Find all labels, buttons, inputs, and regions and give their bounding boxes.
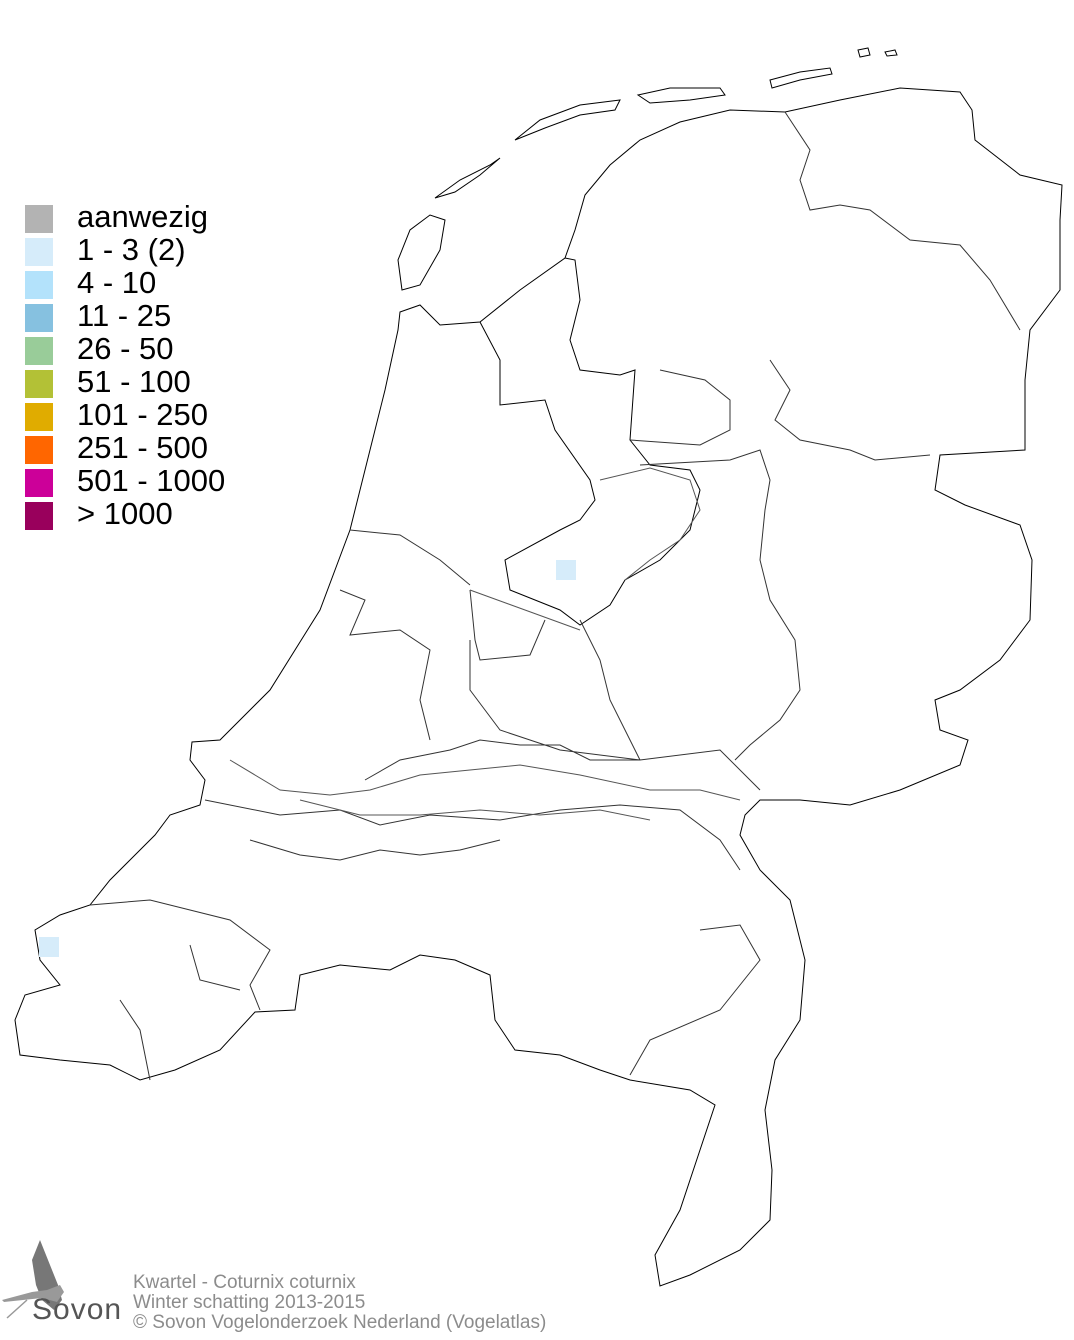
rivers [229,467,741,821]
legend-label: > 1000 [77,496,173,531]
legend-label: 26 - 50 [77,331,174,366]
island-ameland [636,87,726,104]
island-vlieland [434,157,501,199]
legend-label: 1 - 3 (2) [77,232,186,267]
legend-swatch [25,271,53,299]
legend-swatch [25,436,53,464]
observation-cell [39,937,59,957]
copyright: © Sovon Vogelonderzoek Nederland (Vogela… [133,1312,547,1333]
legend-swatch [25,370,53,398]
species-name: Kwartel - Coturnix coturnix [133,1272,356,1293]
legend-swatch [25,469,53,497]
province-borders [89,111,1021,1081]
swallow-logo-icon [2,1240,64,1319]
island-schiermonnikoog [769,67,833,89]
map-credits: Kwartel - Coturnix coturnix Winter schat… [133,1273,546,1333]
legend-swatch [25,238,53,266]
map-borders [14,47,1063,1287]
legend-label: 51 - 100 [77,364,191,399]
island-texel [397,214,446,291]
legend-swatch [25,403,53,431]
islands-east [857,47,898,58]
legend-label: 101 - 250 [77,397,208,432]
legend-swatch [25,337,53,365]
legend-label: 4 - 10 [77,265,157,300]
ijsselmeer-shore [479,257,701,626]
legend-label: 251 - 500 [77,430,208,465]
survey-period: Winter schatting 2013-2015 [133,1292,366,1313]
legend-swatch [25,502,53,530]
observation-cell [556,560,576,580]
country-outline [14,87,1063,1287]
legend-swatch [25,205,53,233]
legend-swatch [25,304,53,332]
legend-label: aanwezig [77,199,208,234]
legend-label: 501 - 1000 [77,463,226,498]
logo-text: Sovon [32,1293,123,1326]
island-terschelling [514,99,621,141]
legend-label: 11 - 25 [77,298,172,333]
